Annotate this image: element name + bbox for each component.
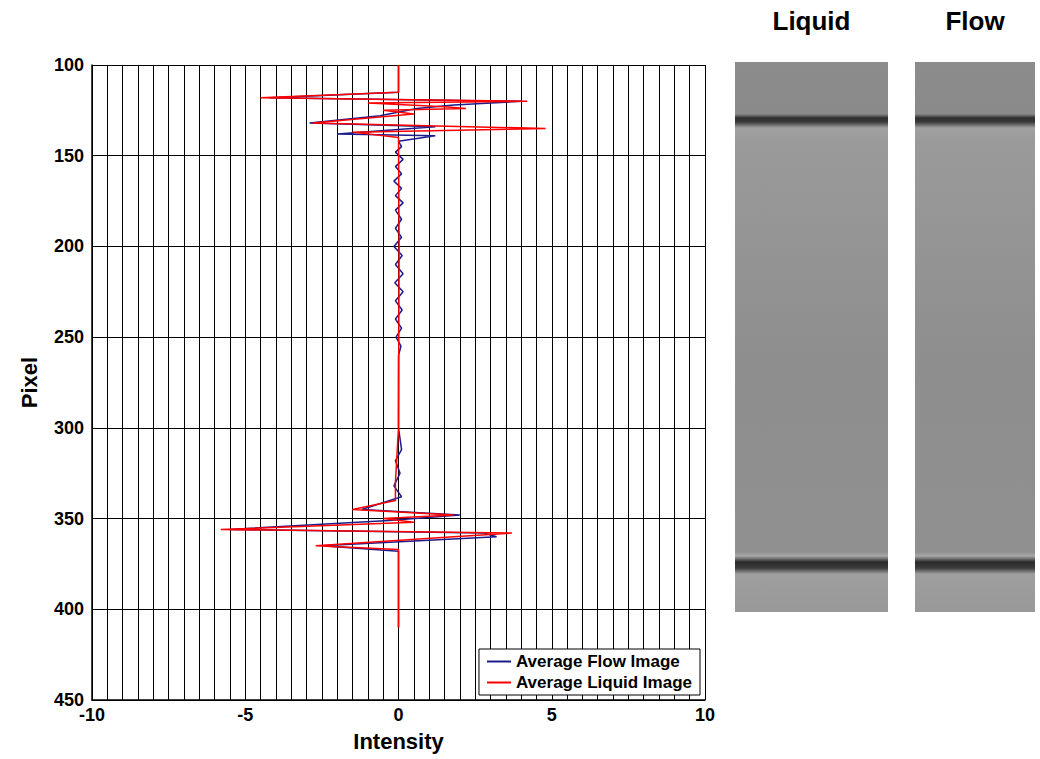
svg-text:200: 200: [54, 236, 84, 256]
svg-text:Pixel: Pixel: [17, 357, 42, 408]
svg-text:400: 400: [54, 599, 84, 619]
svg-text:10: 10: [695, 705, 715, 725]
svg-text:300: 300: [54, 418, 84, 438]
svg-text:150: 150: [54, 146, 84, 166]
svg-text:100: 100: [54, 55, 84, 75]
svg-text:-5: -5: [237, 705, 253, 725]
html-text:Flow: Flow: [945, 6, 1005, 36]
svg-text:250: 250: [54, 327, 84, 347]
html-text:Liquid: Liquid: [772, 6, 851, 36]
svg-text:Intensity: Intensity: [353, 729, 444, 754]
svg-text:5: 5: [547, 705, 557, 725]
svg-text:350: 350: [54, 509, 84, 529]
svg-text:-10: -10: [79, 705, 105, 725]
svg-text:Average Liquid Image: Average Liquid Image: [516, 673, 692, 692]
svg-text:0: 0: [393, 705, 403, 725]
svg-text:Average Flow Image: Average Flow Image: [516, 652, 680, 671]
svg-text:450: 450: [54, 690, 84, 710]
